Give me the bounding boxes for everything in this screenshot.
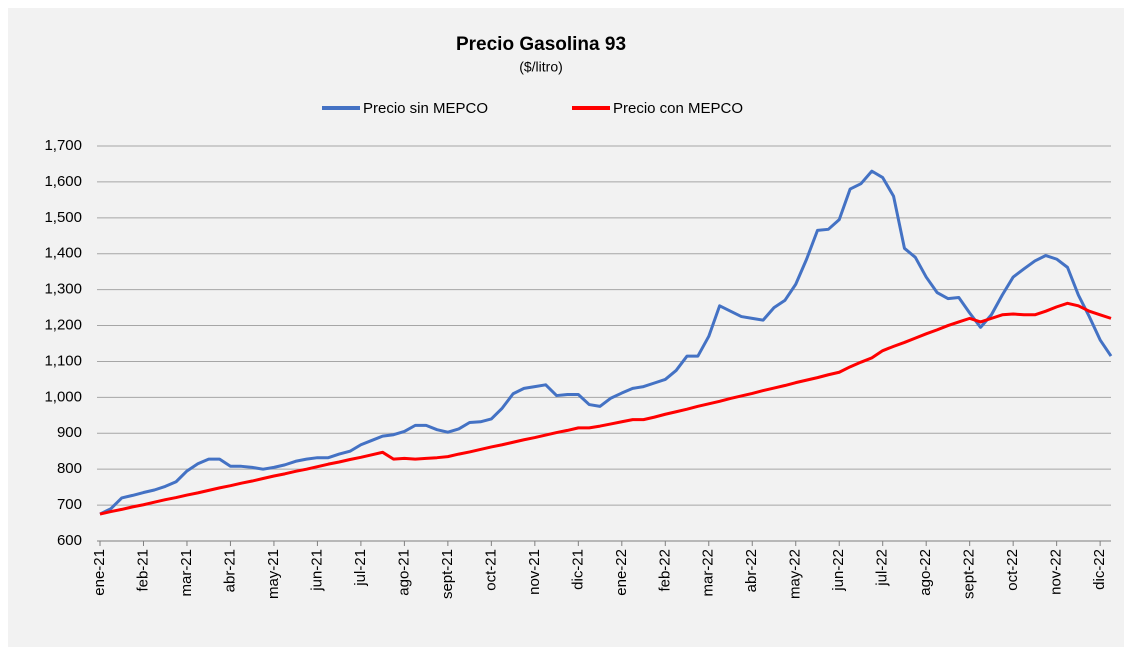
- chart-subtitle: ($/litro): [519, 59, 563, 75]
- x-tick-label: feb-21: [134, 549, 151, 592]
- x-tick-label: oct-22: [1004, 549, 1021, 591]
- y-tick-label: 1,300: [44, 281, 82, 298]
- line-series: [99, 301, 1112, 516]
- y-tick-label: 1,400: [44, 245, 82, 262]
- x-tick-label: jun-22: [830, 549, 847, 592]
- x-tick-label: dic-21: [569, 549, 586, 590]
- y-tick-label: 1,500: [44, 209, 82, 226]
- y-tick-label: 1,600: [44, 173, 82, 190]
- x-tick-label: sept-22: [961, 549, 978, 599]
- x-tick-label: sept-21: [439, 549, 456, 599]
- x-tick-label: ago-22: [917, 549, 934, 596]
- chart-title: Precio Gasolina 93: [456, 34, 626, 55]
- y-tick-label: 800: [57, 460, 82, 477]
- x-tick-label: mar-21: [178, 549, 195, 597]
- x-tick-label: abr-22: [743, 549, 760, 592]
- x-tick-label: dic-22: [1091, 549, 1108, 590]
- x-tick-label: nov-21: [526, 549, 543, 595]
- x-tick-label: may-21: [265, 549, 282, 599]
- x-tick-label: nov-22: [1048, 549, 1065, 595]
- x-tick-label: jun-21: [308, 549, 325, 592]
- x-tick-label: mar-22: [700, 549, 717, 597]
- x-tick-label: ene-22: [613, 549, 630, 596]
- y-tick-label: 900: [57, 424, 82, 441]
- chart-background: [8, 8, 1124, 647]
- legend-label: Precio sin MEPCO: [363, 100, 488, 117]
- line-series: [99, 169, 1113, 516]
- x-tick-label: jul-22: [874, 549, 891, 587]
- y-tick-label: 1,100: [44, 352, 82, 369]
- x-tick-label: feb-22: [656, 549, 673, 592]
- x-tick-label: ago-21: [395, 549, 412, 596]
- y-tick-label: 700: [57, 496, 82, 513]
- x-tick-label: may-22: [787, 549, 804, 599]
- y-tick-label: 1,700: [44, 137, 82, 154]
- x-tick-label: ene-21: [91, 549, 108, 596]
- x-tick-label: oct-21: [482, 549, 499, 591]
- y-tick-label: 600: [57, 532, 82, 549]
- legend-label: Precio con MEPCO: [613, 100, 743, 117]
- y-tick-label: 1,200: [44, 317, 82, 334]
- y-tick-label: 1,000: [44, 388, 82, 405]
- x-tick-label: jul-21: [352, 549, 369, 587]
- x-tick-label: abr-21: [221, 549, 238, 592]
